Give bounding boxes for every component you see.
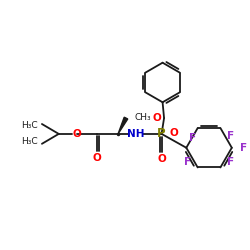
Text: F: F: [227, 158, 234, 168]
Text: H₃C: H₃C: [21, 122, 38, 130]
Text: F: F: [240, 143, 247, 153]
Text: F: F: [184, 158, 191, 168]
Text: F: F: [189, 133, 196, 143]
Text: O: O: [93, 153, 102, 163]
Text: O: O: [72, 129, 81, 139]
Text: O: O: [170, 128, 178, 138]
Text: CH₃: CH₃: [135, 112, 152, 122]
Text: O: O: [157, 154, 166, 164]
Text: P: P: [157, 128, 166, 140]
Text: H₃C: H₃C: [21, 137, 38, 146]
Text: O: O: [153, 113, 162, 123]
Text: F: F: [227, 131, 234, 141]
Polygon shape: [118, 117, 128, 134]
Text: NH: NH: [127, 129, 145, 139]
